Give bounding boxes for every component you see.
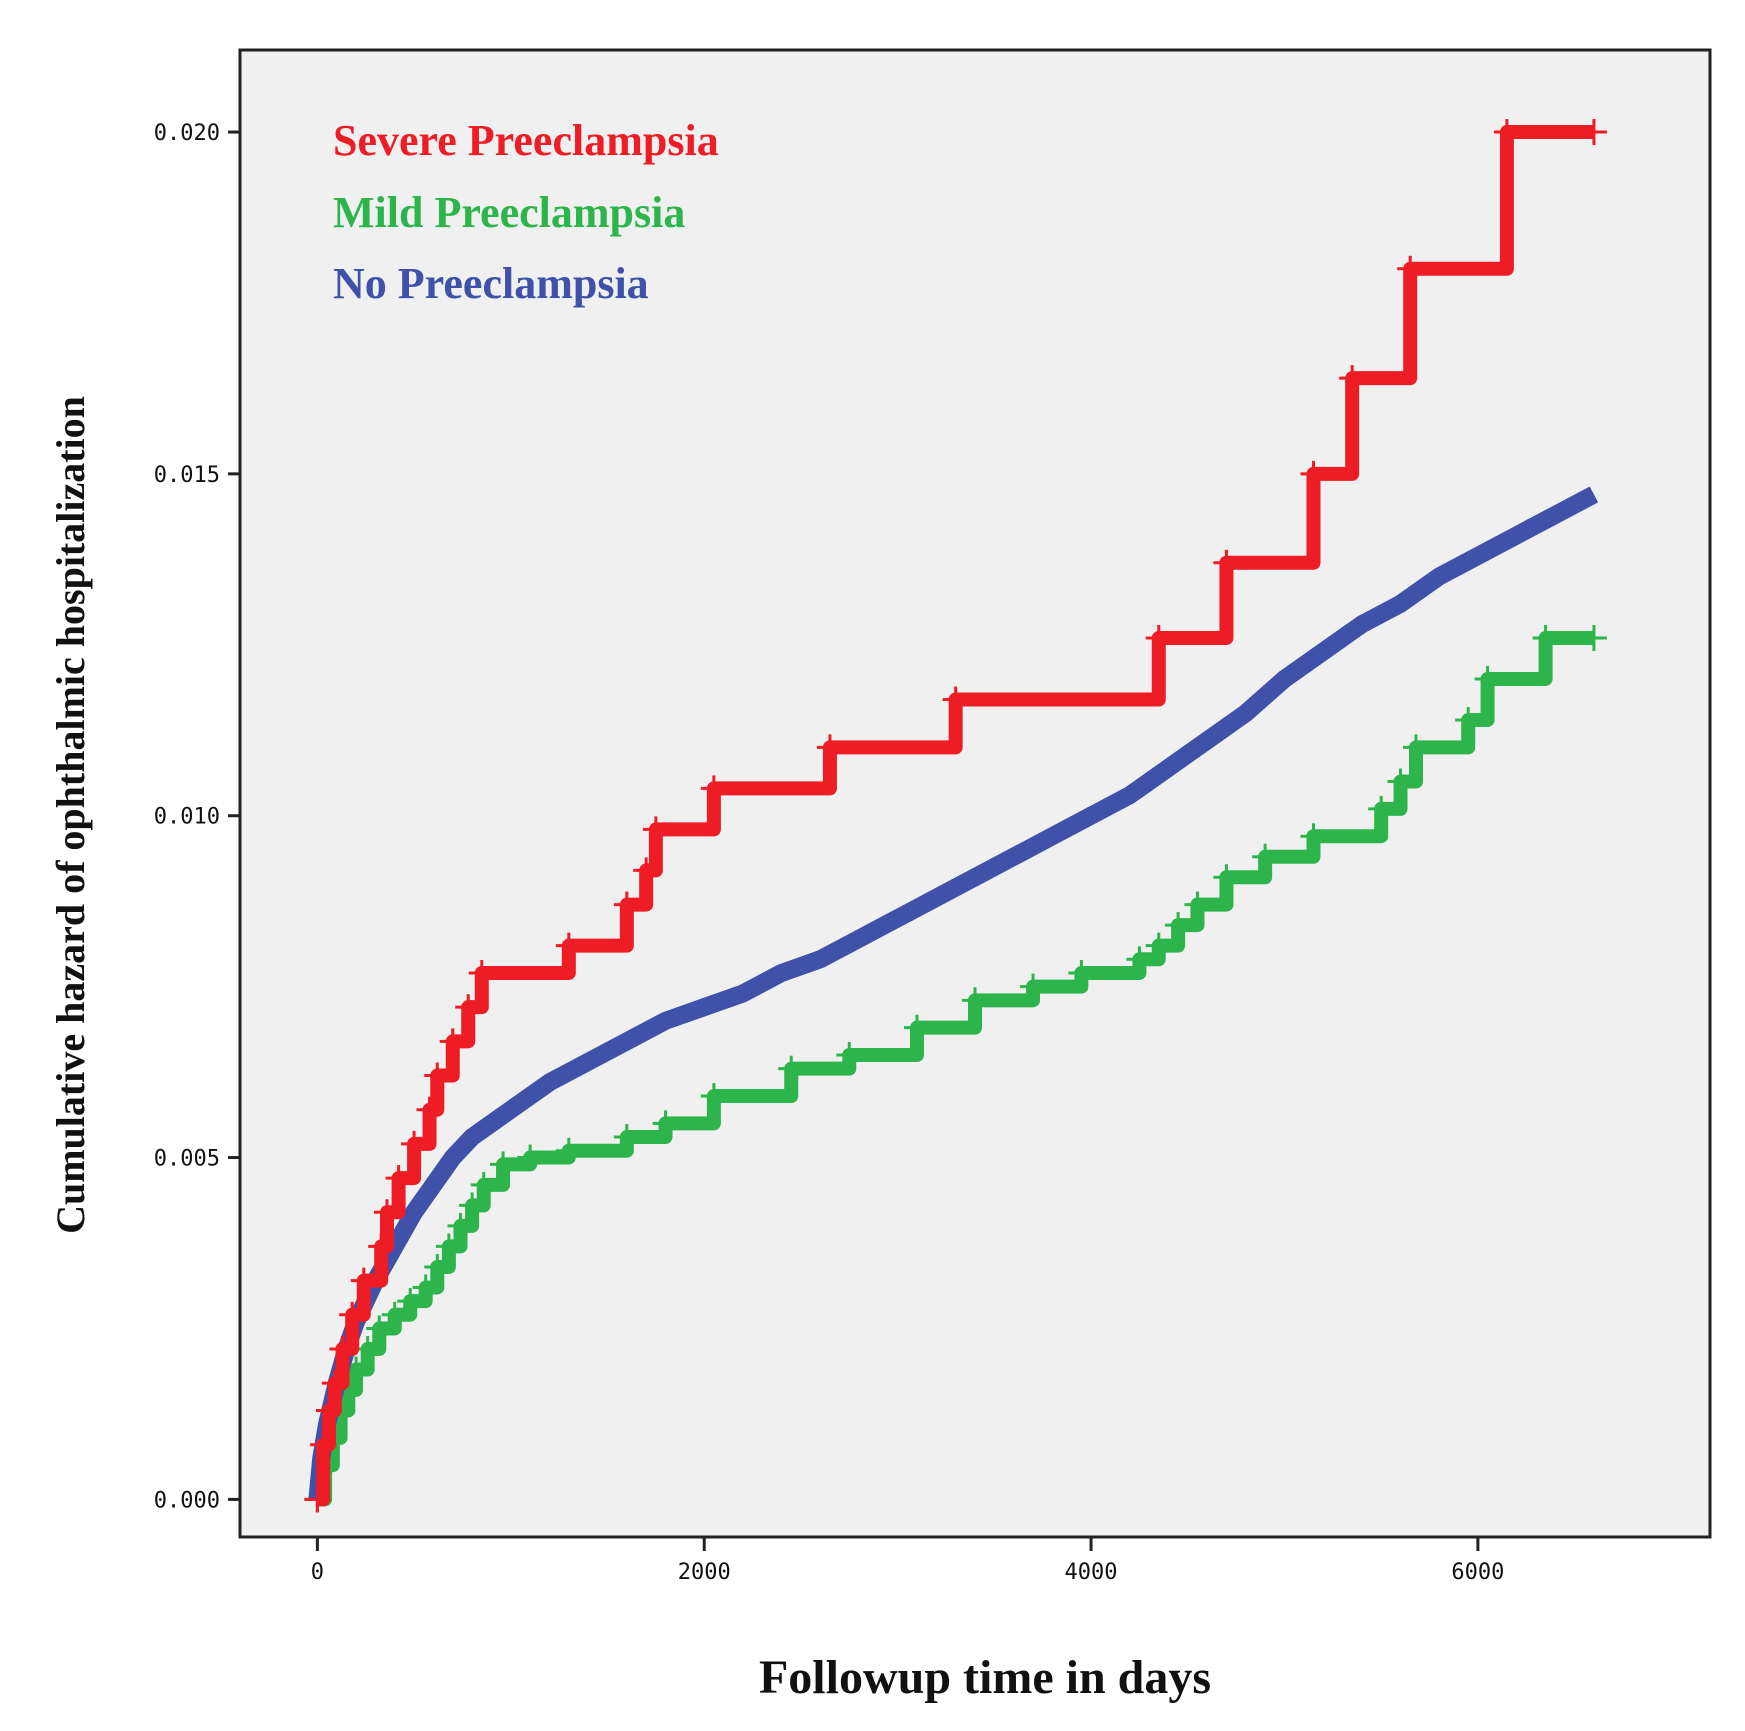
y-axis-title: Cumulative hazard of ophthalmic hospital…	[48, 396, 93, 1234]
censor-mark	[778, 1055, 805, 1082]
censor-mark	[304, 1486, 331, 1513]
legend: Severe Preeclampsia Mild Preeclampsia No…	[333, 116, 719, 308]
censor-mark	[1126, 946, 1153, 973]
censor-mark	[700, 1083, 727, 1110]
censor-mark	[447, 1212, 474, 1239]
censor-mark	[310, 1431, 337, 1458]
censor-mark	[381, 1301, 408, 1328]
censor-mark	[1403, 734, 1429, 761]
censor-mark	[412, 1274, 439, 1301]
censor-mark	[1068, 959, 1095, 986]
censor-mark	[1020, 973, 1047, 1000]
censor-mark	[642, 816, 669, 843]
censor-mark	[942, 686, 969, 713]
censor-mark	[368, 1233, 395, 1260]
censor-mark	[903, 1014, 930, 1041]
censor-mark	[1213, 864, 1240, 891]
censor-mark	[1165, 912, 1192, 939]
series-layer	[304, 119, 1607, 1513]
series-line-2	[308, 486, 1599, 1501]
censor-mark	[1368, 795, 1395, 822]
y-tick-label: 0.005	[154, 1147, 220, 1172]
censor-mark	[350, 1267, 377, 1294]
censor-mark	[555, 932, 582, 959]
censor-mark	[1532, 624, 1559, 651]
x-tick-label: 0	[311, 1560, 324, 1585]
censor-mark	[700, 775, 727, 802]
censor-mark	[435, 1233, 462, 1260]
censor-mark	[439, 1028, 466, 1055]
censor-mark	[1300, 460, 1327, 487]
y-tick-label: 0.020	[154, 121, 220, 146]
censor-mark	[1493, 119, 1520, 146]
x-tick-label: 6000	[1451, 1560, 1504, 1585]
censor-mark	[470, 1171, 497, 1198]
censor-mark	[1580, 624, 1607, 651]
legend-entry-none: No Preeclampsia	[333, 259, 649, 308]
censor-mark	[1145, 932, 1172, 959]
censor-mark	[1184, 891, 1211, 918]
censor-mark	[613, 1124, 640, 1151]
y-tick-label: 0.010	[154, 805, 220, 830]
censor-mark	[315, 1397, 342, 1424]
censor-mark	[1580, 119, 1607, 146]
censor-mark	[1397, 255, 1424, 282]
censor-mark	[459, 1192, 486, 1219]
censor-mark	[962, 987, 988, 1014]
censor-mark	[329, 1335, 356, 1362]
censor-mark	[339, 1301, 366, 1328]
censor-mark	[455, 994, 482, 1021]
censor-mark	[1455, 707, 1482, 734]
censor-mark	[517, 1144, 544, 1171]
y-tick-label: 0.015	[154, 463, 220, 488]
censor-mark	[836, 1042, 863, 1069]
x-axis: 0 2000 4000 6000	[311, 1537, 1504, 1585]
censor-mark	[366, 1315, 393, 1342]
censor-mark	[652, 1110, 679, 1137]
censor-mark	[1252, 843, 1279, 870]
censor-mark	[633, 857, 660, 884]
x-axis-title: Followup time in days	[759, 1651, 1211, 1704]
plot-area	[238, 48, 1712, 1539]
censor-mark	[490, 1151, 517, 1178]
legend-entry-mild: Mild Preeclampsia	[333, 188, 685, 237]
censor-mark	[1387, 768, 1414, 795]
censor-mark	[416, 1096, 443, 1123]
censor-mark	[424, 1062, 451, 1089]
censor-mark	[401, 1130, 428, 1157]
censor-mark	[385, 1165, 412, 1192]
censor-mark	[321, 1370, 348, 1397]
censor-mark	[613, 891, 640, 918]
censor-mark	[424, 1253, 451, 1280]
y-axis: 0.000 0.005 0.010 0.015 0.020	[154, 121, 240, 1513]
censor-mark	[1213, 549, 1240, 576]
censor-mark	[397, 1288, 424, 1315]
x-tick-label: 4000	[1065, 1560, 1118, 1585]
x-tick-label: 2000	[678, 1560, 731, 1585]
censor-mark	[1300, 823, 1327, 850]
censor-mark	[816, 734, 843, 761]
y-tick-label: 0.000	[154, 1488, 220, 1513]
censor-mark	[555, 1137, 582, 1164]
legend-entry-severe: Severe Preeclampsia	[333, 116, 719, 165]
censor-mark	[1145, 624, 1172, 651]
censor-mark	[374, 1199, 400, 1226]
censor-mark	[1339, 365, 1366, 392]
censor-mark	[1474, 665, 1501, 692]
censor-mark	[468, 959, 495, 986]
